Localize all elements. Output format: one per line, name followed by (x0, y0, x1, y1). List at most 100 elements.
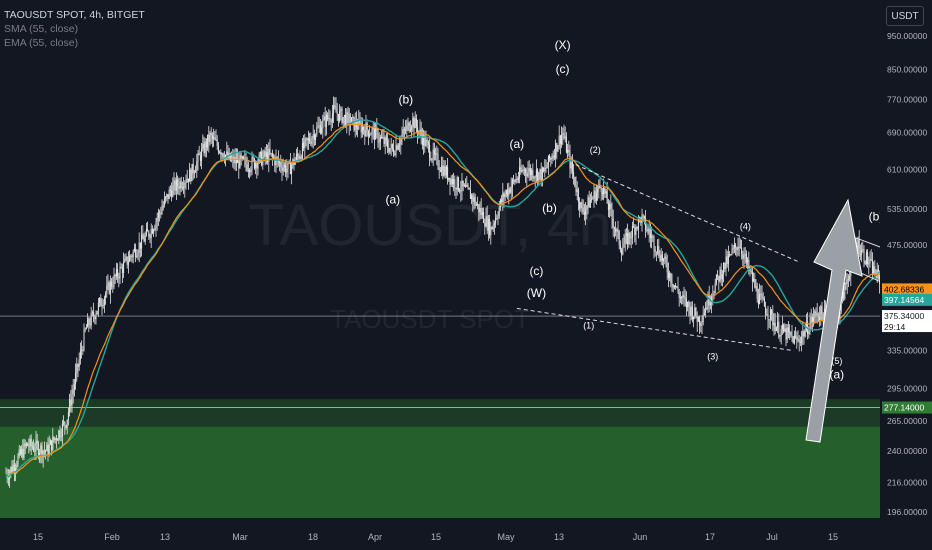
candle-body (805, 321, 807, 331)
candle-body (659, 255, 661, 261)
candle-body (40, 445, 42, 453)
candle-body (426, 140, 428, 142)
candle-body (205, 141, 207, 148)
candle-body (465, 185, 467, 187)
candle-body (652, 236, 654, 238)
candle-body (784, 328, 786, 332)
candle-body (727, 255, 729, 264)
candle-body (215, 139, 217, 141)
candle-body (859, 254, 861, 256)
candle-body (363, 126, 365, 131)
candle-body (336, 112, 338, 114)
candle-body (775, 327, 777, 331)
candle-body (624, 235, 626, 244)
currency-button[interactable]: USDT (886, 6, 924, 26)
candle-body (663, 258, 665, 262)
candle-body (745, 253, 747, 263)
candle-body (630, 237, 632, 239)
x-tick-label: Jul (766, 532, 778, 542)
wave-label: (3) (707, 351, 718, 361)
candle-body (616, 229, 618, 232)
candle-body (46, 444, 48, 452)
candle-body (13, 464, 15, 471)
candle-body (651, 236, 653, 238)
x-tick-label: 18 (308, 532, 318, 542)
candle-body (869, 259, 871, 264)
candle-body (163, 198, 165, 206)
candle-body (591, 198, 593, 200)
candle-body (709, 302, 711, 306)
candle-body (783, 324, 785, 332)
candle-body (666, 263, 668, 273)
candle-body (525, 169, 527, 174)
ema-legend[interactable]: EMA (55, close) (4, 37, 79, 49)
candle-body (457, 177, 459, 190)
candle-body (395, 145, 397, 155)
candle-body (283, 164, 285, 168)
candle-body (478, 204, 480, 213)
x-tick-label: Apr (368, 532, 382, 542)
candle-body (286, 168, 288, 173)
y-tick-label: 240.00000 (887, 446, 927, 456)
candle-body (814, 311, 816, 318)
candle-body (138, 242, 140, 253)
candle-body (257, 162, 259, 169)
candle-body (769, 309, 771, 320)
candle-body (654, 249, 656, 252)
candle-body (687, 301, 689, 308)
candle-body (577, 189, 579, 203)
candle-body (864, 261, 866, 265)
candle-body (879, 273, 881, 284)
candle-body (631, 226, 633, 238)
candle-body (403, 129, 405, 131)
candle-body (373, 127, 375, 140)
candle-body (129, 255, 131, 262)
candle-body (370, 134, 372, 136)
candle-body (153, 230, 155, 234)
candle-body (297, 154, 299, 156)
candle-body (83, 330, 85, 351)
candle-body (796, 336, 798, 341)
candle-body (316, 127, 318, 135)
candle-body (99, 298, 101, 303)
candle-body (354, 120, 356, 131)
candle-body (312, 133, 314, 139)
candle-body (409, 129, 411, 132)
candle-body (447, 166, 449, 180)
candle-body (208, 134, 210, 142)
wave-label: (b) (869, 210, 884, 224)
candle-body (148, 231, 150, 237)
candle-body (705, 307, 707, 313)
candle-body (221, 153, 223, 155)
candle-body (699, 316, 701, 326)
candle-body (541, 168, 543, 180)
candles-group (5, 96, 932, 488)
candle-body (588, 197, 590, 208)
candle-body (496, 217, 498, 219)
candle-body (417, 127, 419, 134)
candle-body (109, 281, 111, 294)
candle-body (331, 113, 333, 122)
candle-body (474, 197, 476, 206)
candle-body (400, 137, 402, 145)
candle-body (747, 259, 749, 263)
candle-body (570, 161, 572, 169)
candle-body (702, 315, 704, 323)
candle-body (583, 212, 585, 215)
candle-body (658, 246, 660, 256)
candle-body (454, 179, 456, 189)
candle-body (245, 158, 247, 165)
time-axis: 15 Feb 13 Mar 18 Apr 15 May 13 Jun 17 Jul 15 (0, 518, 932, 550)
candle-body (179, 181, 181, 189)
candle-body (250, 169, 252, 173)
y-tick-label: 690.00000 (887, 127, 927, 137)
support-price-tag-bg (882, 401, 932, 414)
sma-legend[interactable]: SMA (55, close) (4, 23, 79, 35)
candle-body (557, 146, 559, 152)
candle-body (359, 119, 361, 123)
candle-body (342, 117, 344, 123)
candle-body (871, 259, 873, 275)
x-tick-label: 15 (431, 532, 441, 542)
candle-body (95, 314, 97, 320)
